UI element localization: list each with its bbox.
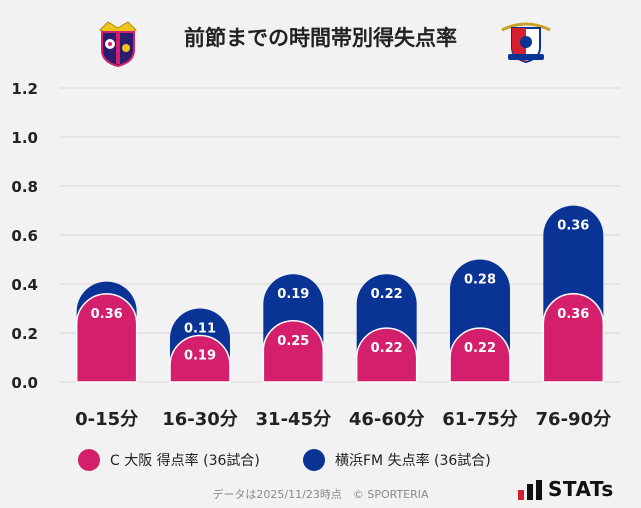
y-tick-label: 0.4 bbox=[11, 276, 38, 294]
value-label-home: 0.36 bbox=[557, 307, 589, 322]
value-label-away: 0.19 bbox=[277, 287, 309, 302]
x-tick-label: 31-45分 bbox=[256, 409, 332, 430]
value-label-away: 0.28 bbox=[464, 273, 496, 288]
x-tick-label: 61-75分 bbox=[442, 409, 518, 430]
grid-lines bbox=[60, 87, 620, 383]
legend-swatch-away bbox=[303, 449, 325, 471]
y-axis-ticks: 0.0 0.2 0.4 0.6 0.8 1.0 1.2 bbox=[11, 80, 38, 392]
footer-note: データは2025/11/23時点 © SPORTERIA bbox=[212, 488, 429, 501]
y-tick-label: 1.2 bbox=[11, 80, 38, 98]
y-tick-label: 0.0 bbox=[11, 374, 38, 392]
value-label-home: 0.25 bbox=[277, 334, 309, 349]
legend-label-home: C 大阪 得点率 (36試合) bbox=[110, 453, 260, 469]
bars bbox=[75, 205, 605, 383]
value-label-away: 0.22 bbox=[371, 287, 403, 302]
bar-home bbox=[542, 293, 605, 383]
bar-home bbox=[449, 327, 511, 383]
value-label-away: 0.11 bbox=[184, 322, 216, 337]
y-tick-label: 0.8 bbox=[11, 178, 38, 196]
y-tick-label: 0.6 bbox=[11, 227, 38, 245]
stats-brand-label: STATs bbox=[548, 477, 614, 501]
bar-home bbox=[262, 320, 325, 383]
yokohama-f-marinos-crest-icon bbox=[498, 16, 554, 70]
chart-title: 前節までの時間帯別得失点率 bbox=[184, 26, 457, 50]
value-label-home: 0.22 bbox=[371, 341, 403, 356]
x-tick-label: 76-90分 bbox=[536, 409, 612, 430]
bar-home bbox=[75, 293, 138, 383]
value-label-home: 0.36 bbox=[91, 307, 123, 322]
legend-label-away: 横浜FM 失点率 (36試合) bbox=[335, 453, 491, 469]
value-label-home: 0.19 bbox=[184, 348, 216, 363]
bar-home bbox=[169, 334, 231, 383]
value-label-home: 0.22 bbox=[464, 341, 496, 356]
y-tick-label: 1.0 bbox=[11, 129, 38, 147]
value-label-away: 0.36 bbox=[557, 219, 589, 234]
legend-swatch-home bbox=[78, 449, 100, 471]
y-tick-label: 0.2 bbox=[11, 325, 38, 343]
x-tick-label: 16-30分 bbox=[162, 409, 238, 430]
x-tick-label: 0-15分 bbox=[75, 409, 138, 430]
x-tick-label: 46-60分 bbox=[349, 409, 425, 430]
value-labels: 0.36 0.19 0.11 0.25 0.19 0.22 0.22 0.22 0.28 0.36… bbox=[91, 219, 590, 364]
x-axis-ticks: 0-15分 16-30分 31-45分 46-60分 61-75分 76-90分 bbox=[75, 409, 611, 430]
legend-item-home: C 大阪 得点率 (36試合) bbox=[78, 449, 260, 471]
stats-logo-icon bbox=[518, 480, 544, 504]
cerezo-osaka-crest-icon bbox=[92, 16, 144, 72]
bar-home bbox=[355, 327, 418, 383]
legend-item-away: 横浜FM 失点率 (36試合) bbox=[303, 449, 491, 471]
